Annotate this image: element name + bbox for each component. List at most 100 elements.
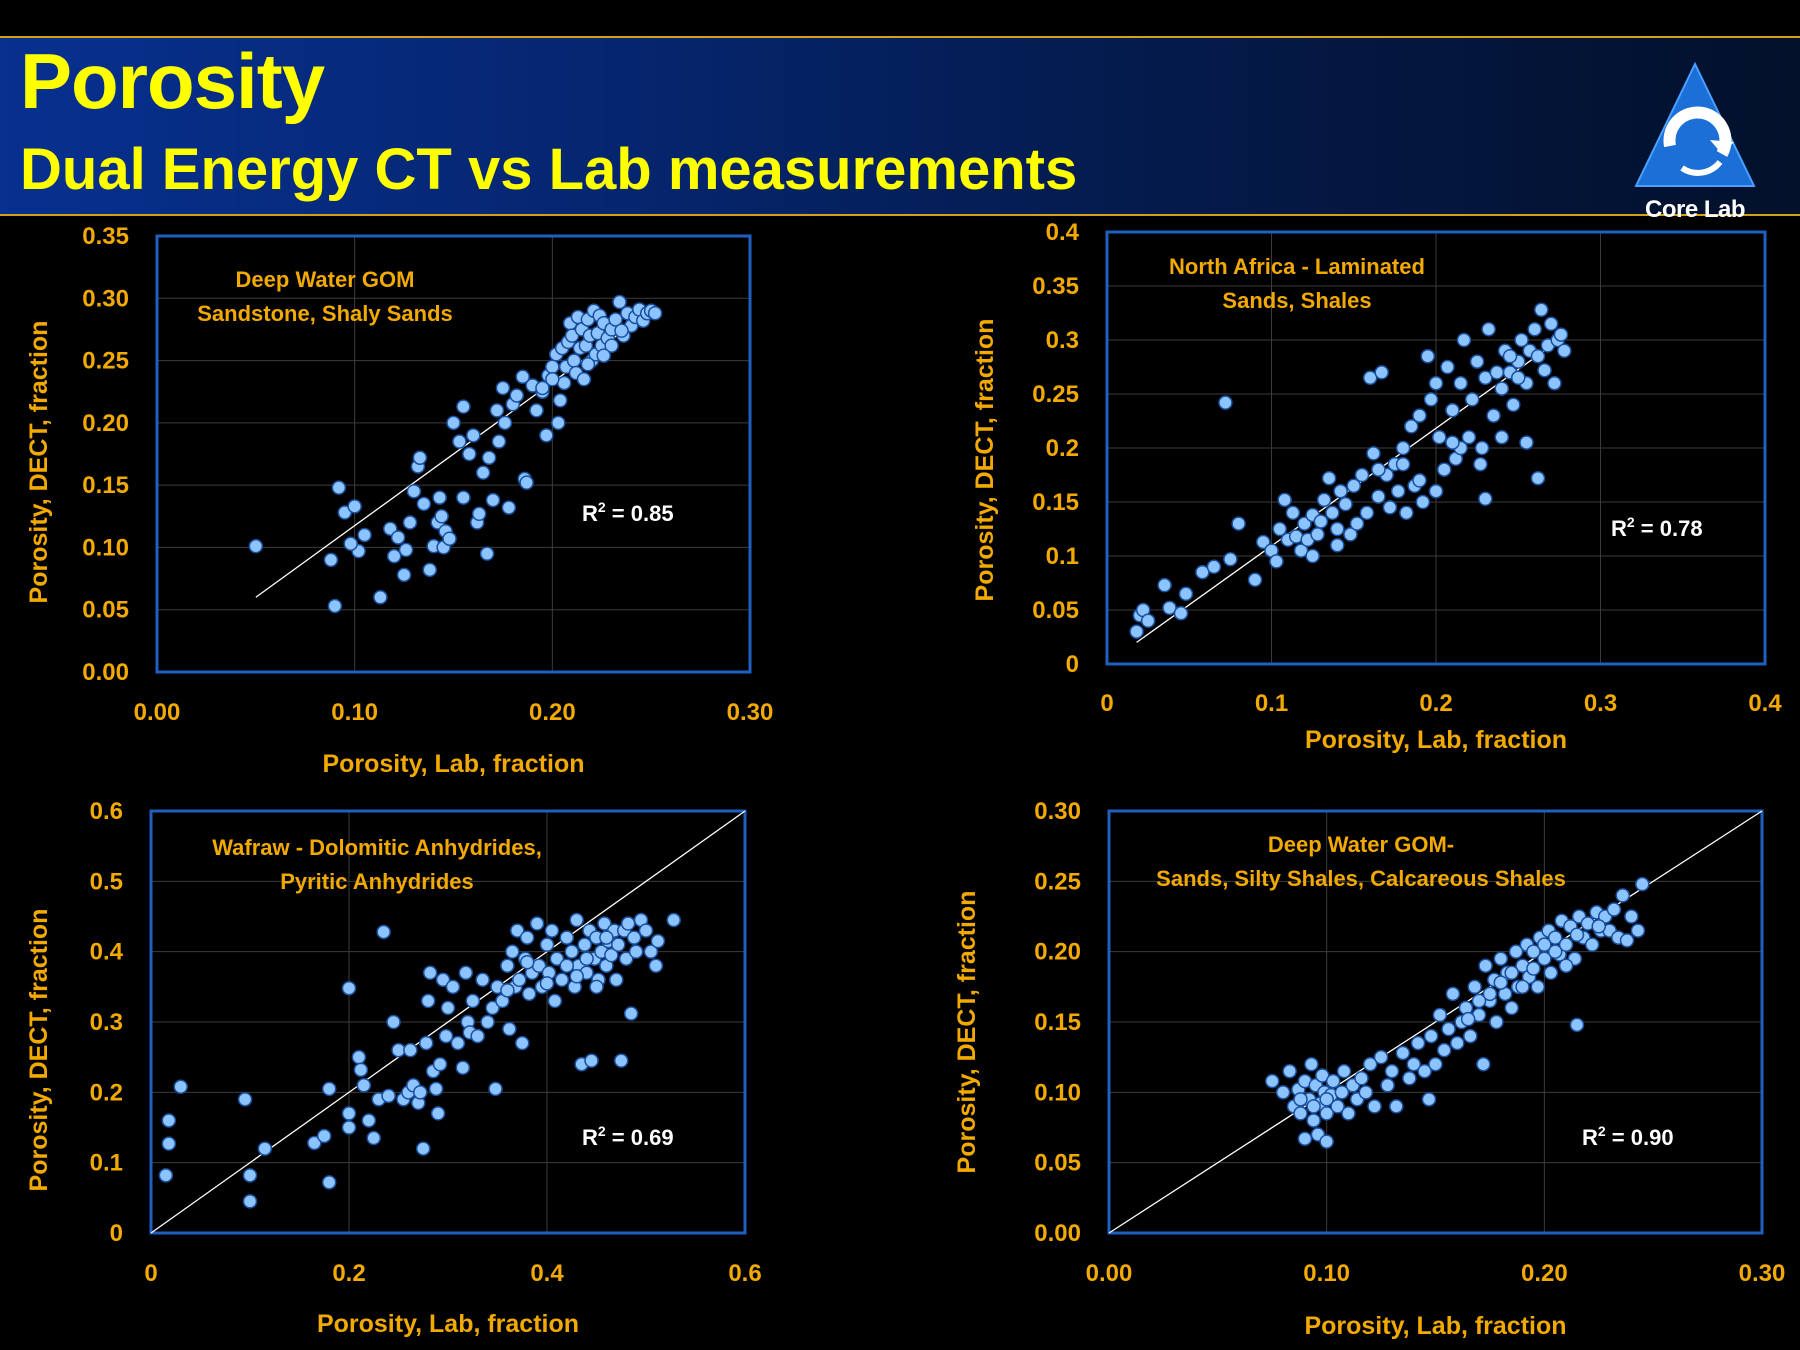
data-point [376,924,391,940]
y-tick-label: 0.30 [1034,798,1081,825]
data-point [442,531,457,546]
data-point [475,972,490,988]
data-point [1526,944,1541,959]
data-point [1256,534,1271,550]
r-squared-symbol: R [1611,516,1627,541]
chart-annotation: Deep Water GOM [236,267,415,292]
data-point [440,1000,456,1016]
x-tick-label: 0.1 [1255,690,1288,717]
data-point [512,972,527,988]
data-point [495,380,511,396]
y-tick-label: 0.1 [1046,543,1079,570]
data-point [1285,505,1301,521]
data-point [1502,348,1518,364]
data-point [381,1088,396,1104]
data-point [321,1175,337,1190]
data-point [456,490,471,505]
data-point [1486,408,1501,423]
data-point [1569,1017,1585,1033]
data-point [1615,888,1630,903]
data-point [1371,489,1386,504]
data-point [327,598,343,614]
y-tick-label: 0.4 [1046,219,1080,246]
data-point [1359,505,1375,521]
data-point [1493,951,1509,966]
data-point [1399,505,1414,521]
data-point [1515,979,1530,995]
chart-wafraw-anhydrides: 0 0.2 0.4 0.6 0 0.1 0.2 0.3 0.4 0.5 0.6 Wafraw - Do… [25,798,762,1338]
data-point [1319,1092,1334,1107]
data-point [500,983,515,998]
data-point [505,944,520,959]
data-point [1482,986,1498,1002]
y-tick-label: 0.4 [90,939,124,966]
data-point [1436,1042,1452,1058]
data-point [521,986,537,1002]
data-point [539,428,554,443]
data-point [650,933,666,949]
data-point [1330,521,1345,537]
data-point [396,567,412,583]
data-point [1410,1035,1426,1051]
data-point [1371,462,1386,477]
data-point [1547,930,1563,945]
data-point [470,1028,485,1044]
data-point [1178,586,1194,602]
data-point [628,944,644,959]
data-point [648,958,664,973]
data-point [1557,343,1572,359]
data-point [373,590,388,605]
data-point [1330,1099,1345,1114]
data-point [347,499,362,514]
x-tick-label: 0 [1100,690,1113,717]
data-point [556,375,572,391]
data-point [1162,600,1177,616]
chart-north-africa-laminated: 0 0.1 0.2 0.3 0.4 0 0.05 0.1 0.15 0.2 0.25 0.3 0.35 0… [971,219,1782,754]
x-axis-label: Porosity, Lab, fraction [1305,726,1567,754]
y-tick-label: 0.2 [1046,435,1079,462]
data-point [1336,1063,1352,1079]
x-axis-label: Porosity, Lab, fraction [1304,1312,1566,1340]
data-point [1423,392,1439,407]
data-point [445,979,461,995]
data-point [351,1049,367,1065]
data-point [1421,1092,1437,1107]
data-point [1547,375,1562,391]
data-point [1494,429,1510,445]
data-point [1282,1063,1297,1079]
data-point [1380,1078,1395,1093]
data-point [1453,375,1468,391]
data-point [1173,605,1189,621]
data-point [450,1035,466,1051]
data-point [1247,572,1263,588]
page-title: Porosity [20,37,325,125]
data-point [1395,1045,1411,1061]
data-point [1476,1056,1491,1072]
y-tick-label: 0.35 [1032,273,1079,300]
data-point [576,372,592,387]
data-point [485,492,501,508]
y-tick-label: 0.15 [1032,489,1079,516]
data-point [519,954,535,970]
data-point [589,979,604,995]
data-point [1304,1056,1319,1072]
data-point [242,1168,258,1183]
data-point [402,515,418,530]
trend-line [150,810,746,1234]
data-point [580,357,596,372]
data-point [500,958,515,973]
data-point [1395,440,1411,456]
data-point [626,930,642,945]
data-point [398,542,414,558]
data-point [458,965,474,981]
data-point [1420,348,1436,364]
x-tick-label: 0.00 [1086,1260,1133,1287]
data-point [539,976,555,991]
data-point [614,323,629,338]
data-point [412,450,428,465]
data-point [1404,419,1419,434]
data-point [509,388,525,403]
data-point [1223,551,1238,567]
page-subtitle: Dual Energy CT vs Lab measurements [20,137,1078,202]
data-point [1316,492,1332,508]
